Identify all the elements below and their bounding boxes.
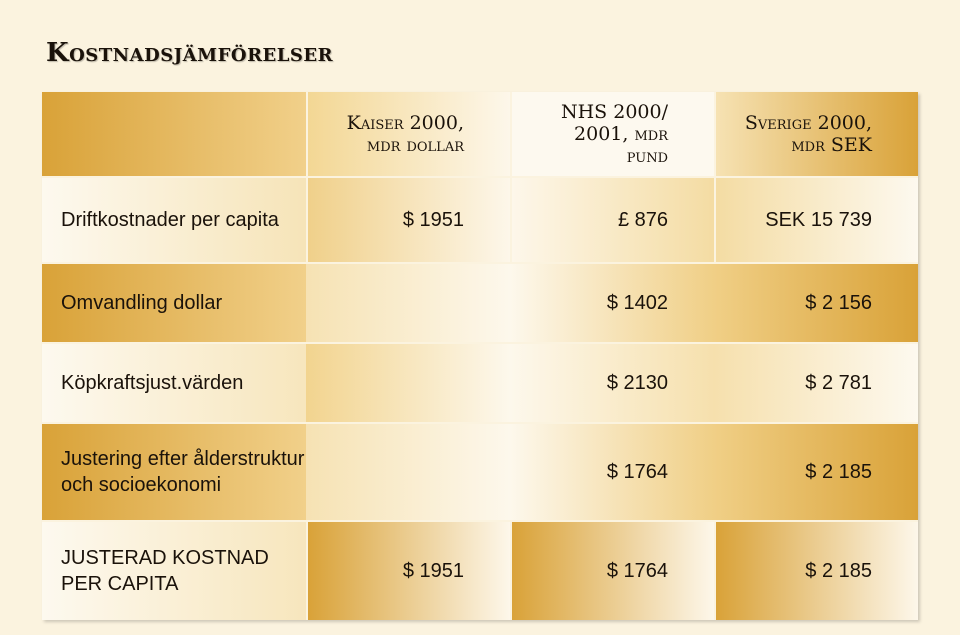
cell-nhs: $ 2130 — [510, 344, 714, 422]
cell-sverige: SEK 15 739 — [714, 178, 918, 262]
cell-nhs: $ 1764 — [510, 522, 714, 620]
table-row: Justering efter ålderstruktur och socioe… — [42, 424, 918, 520]
table-row: Köpkraftsjust.värden $ 2130 $ 2 781 — [42, 344, 918, 422]
table-row-total: JUSTERAD KOSTNAD PER CAPITA $ 1951 $ 176… — [42, 522, 918, 620]
row-label: Justering efter ålderstruktur och socioe… — [42, 424, 306, 520]
table-header-row: Kaiser 2000, mdr dollar NHS 2000/ 2001, … — [42, 92, 918, 176]
cell-sverige: $ 2 781 — [714, 344, 918, 422]
header-kaiser-line-2: mdr dollar — [366, 134, 464, 156]
table-row: Driftkostnader per capita $ 1951 £ 876 S… — [42, 178, 918, 262]
header-sverige: Sverige 2000, mdr SEK — [714, 92, 918, 176]
cell-sverige: $ 2 185 — [714, 522, 918, 620]
cell-sverige: $ 2 185 — [714, 424, 918, 520]
cell-sverige: $ 2 156 — [714, 264, 918, 342]
page-title: Kostnadsjämförelser — [46, 38, 334, 68]
row-label: Köpkraftsjust.värden — [42, 344, 306, 422]
row-label: JUSTERAD KOSTNAD PER CAPITA — [42, 522, 306, 620]
cell-nhs: $ 1764 — [510, 424, 714, 520]
row-label: Driftkostnader per capita — [42, 178, 306, 262]
header-nhs-line-2: 2001, mdr — [574, 123, 668, 145]
row-label: Omvandling dollar — [42, 264, 306, 342]
header-kaiser: Kaiser 2000, mdr dollar — [306, 92, 510, 176]
header-nhs-line-3: pund — [626, 145, 668, 167]
header-sverige-line-1: Sverige 2000, — [744, 112, 872, 134]
cell-kaiser: $ 1951 — [306, 522, 510, 620]
cell-kaiser — [306, 264, 510, 342]
cost-comparison-table: Kaiser 2000, mdr dollar NHS 2000/ 2001, … — [42, 92, 918, 620]
cell-kaiser: $ 1951 — [306, 178, 510, 262]
header-nhs-line-1: NHS 2000/ — [560, 101, 668, 123]
cell-kaiser — [306, 424, 510, 520]
cell-nhs: $ 1402 — [510, 264, 714, 342]
header-kaiser-line-1: Kaiser 2000, — [346, 112, 464, 134]
cell-nhs: £ 876 — [510, 178, 714, 262]
table-row: Omvandling dollar $ 1402 $ 2 156 — [42, 264, 918, 342]
header-sverige-line-2: mdr SEK — [791, 134, 872, 156]
header-nhs: NHS 2000/ 2001, mdr pund — [510, 92, 714, 176]
header-corner — [42, 92, 306, 176]
cell-kaiser — [306, 344, 510, 422]
